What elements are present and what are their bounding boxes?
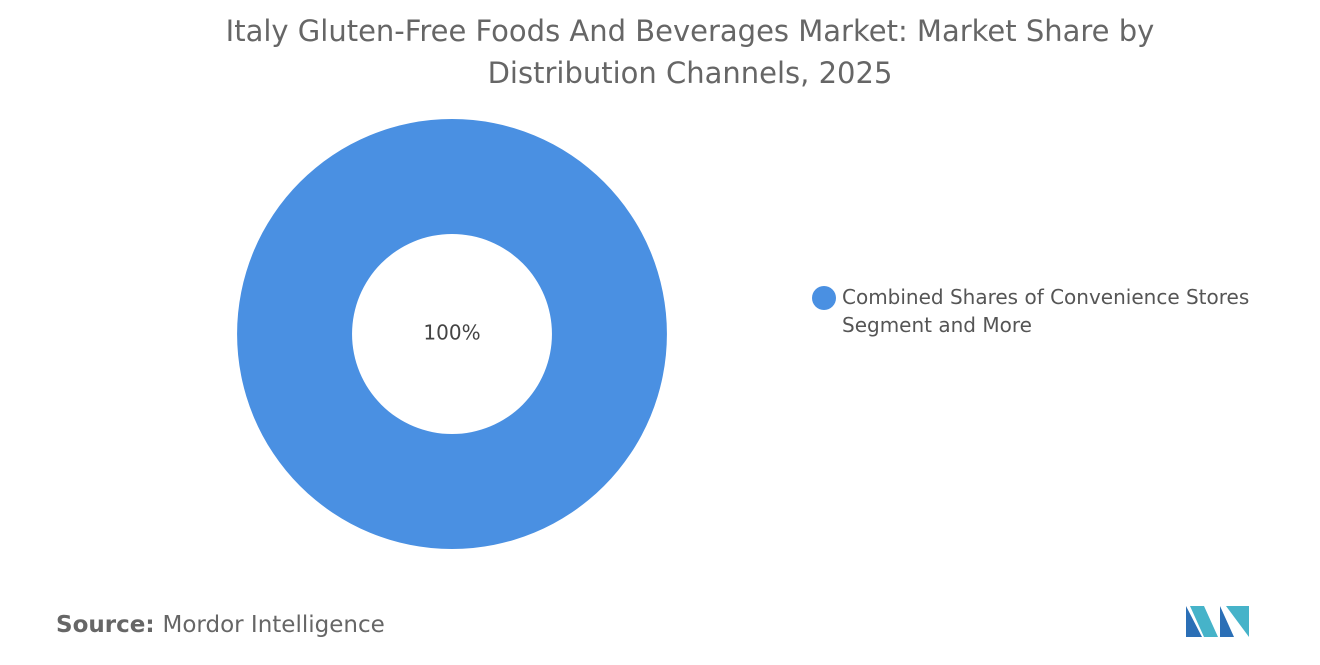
legend-marker (812, 286, 836, 310)
source-text: Mordor Intelligence (162, 612, 385, 638)
chart-title: Italy Gluten-Free Foods And Beverages Ma… (225, 14, 1155, 90)
data-label: 100% (423, 321, 480, 345)
source: Source: Mordor Intelligence (56, 612, 385, 638)
logo-shape (1190, 606, 1218, 637)
legend-item: Combined Shares of Convenience Stores Se… (812, 283, 1272, 339)
legend-label: Combined Shares of Convenience Stores Se… (842, 285, 1250, 337)
pie-slice (237, 119, 667, 549)
logo-shape (1220, 606, 1234, 637)
logo-shape (1226, 606, 1249, 637)
legend: Combined Shares of Convenience Stores Se… (812, 283, 1272, 339)
logo-shape (1186, 606, 1202, 637)
source-label: Source: (56, 612, 155, 638)
logo (1186, 606, 1249, 637)
